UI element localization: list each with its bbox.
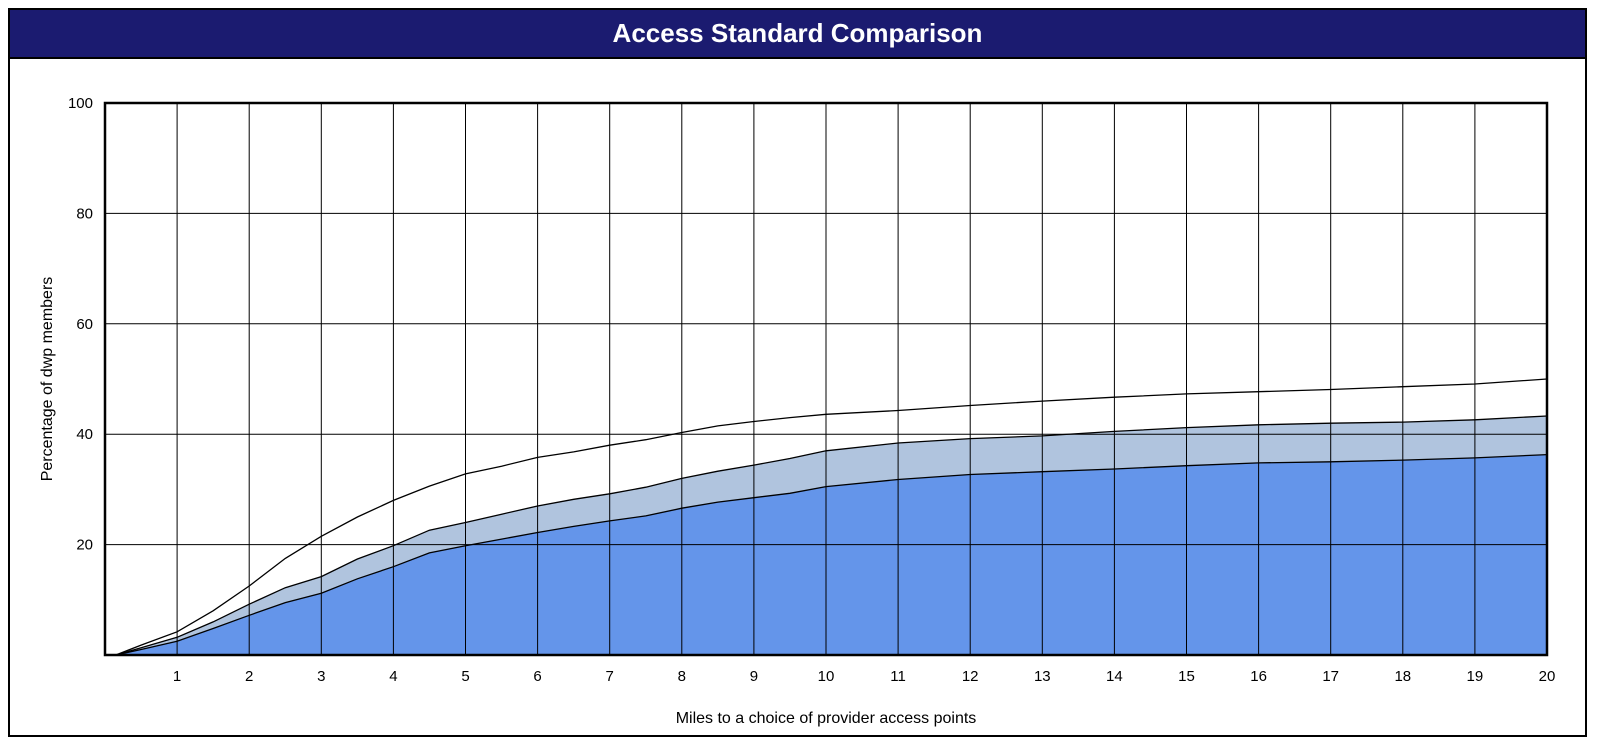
y-tick-label: 60 <box>76 316 93 333</box>
x-tick-label: 12 <box>962 668 979 685</box>
area-layers <box>115 379 1547 655</box>
x-tick-label: 18 <box>1394 668 1411 685</box>
x-tick-label: 17 <box>1322 668 1339 685</box>
x-tick-label: 8 <box>678 668 686 685</box>
x-tick-label: 2 <box>245 668 253 685</box>
x-tick-label: 6 <box>533 668 541 685</box>
x-tick-label: 14 <box>1106 668 1123 685</box>
x-axis-title: Miles to a choice of provider access poi… <box>676 710 977 727</box>
chart-title: Access Standard Comparison <box>612 18 983 48</box>
series-line-middle <box>115 415 1548 656</box>
x-tick-label: 11 <box>890 668 906 685</box>
x-tick-label: 5 <box>461 668 469 685</box>
y-tick-label: 100 <box>68 95 93 112</box>
x-tick-labels: 1 2 3 4 5 6 7 8 9 10 11 12 13 14 15 16 17 18 19 20 <box>173 668 1555 685</box>
y-tick-label: 20 <box>76 537 93 554</box>
y-tick-label: 40 <box>76 426 93 443</box>
x-tick-label: 16 <box>1250 668 1267 685</box>
x-tick-label: 13 <box>1034 668 1051 685</box>
plot-border <box>103 101 1549 657</box>
title-bar: Access Standard Comparison <box>10 10 1585 59</box>
x-tick-label: 15 <box>1178 668 1195 685</box>
x-tick-label: 20 <box>1539 668 1556 685</box>
x-tick-label: 19 <box>1467 668 1484 685</box>
x-tick-label: 1 <box>173 668 181 685</box>
series-lines <box>115 378 1548 656</box>
x-tick-label: 9 <box>750 668 758 685</box>
y-axis-title: Percentage of dwp members <box>39 277 56 482</box>
series-line-top <box>115 378 1548 656</box>
area-bottom-fill <box>115 454 1547 655</box>
x-tick-label: 4 <box>389 668 397 685</box>
y-tick-labels: 20 40 60 80 100 <box>68 95 93 554</box>
x-tick-label: 7 <box>606 668 614 685</box>
x-tick-label: 10 <box>818 668 835 685</box>
series-line-bottom <box>115 453 1548 656</box>
grid-lines <box>105 103 1547 655</box>
x-tick-label: 3 <box>317 668 325 685</box>
y-tick-label: 80 <box>76 205 93 222</box>
